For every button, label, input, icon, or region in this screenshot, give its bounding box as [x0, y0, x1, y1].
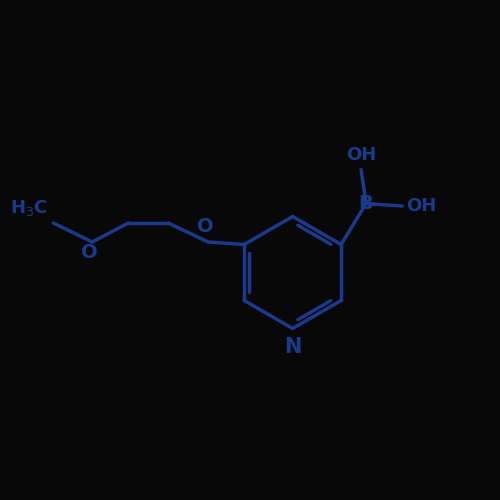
- Text: O: O: [82, 243, 98, 262]
- Text: O: O: [198, 217, 214, 236]
- Text: N: N: [284, 338, 302, 357]
- Text: H$_3$C: H$_3$C: [10, 198, 48, 218]
- Text: B: B: [358, 194, 374, 213]
- Text: OH: OH: [406, 197, 436, 215]
- Text: OH: OH: [346, 146, 376, 164]
